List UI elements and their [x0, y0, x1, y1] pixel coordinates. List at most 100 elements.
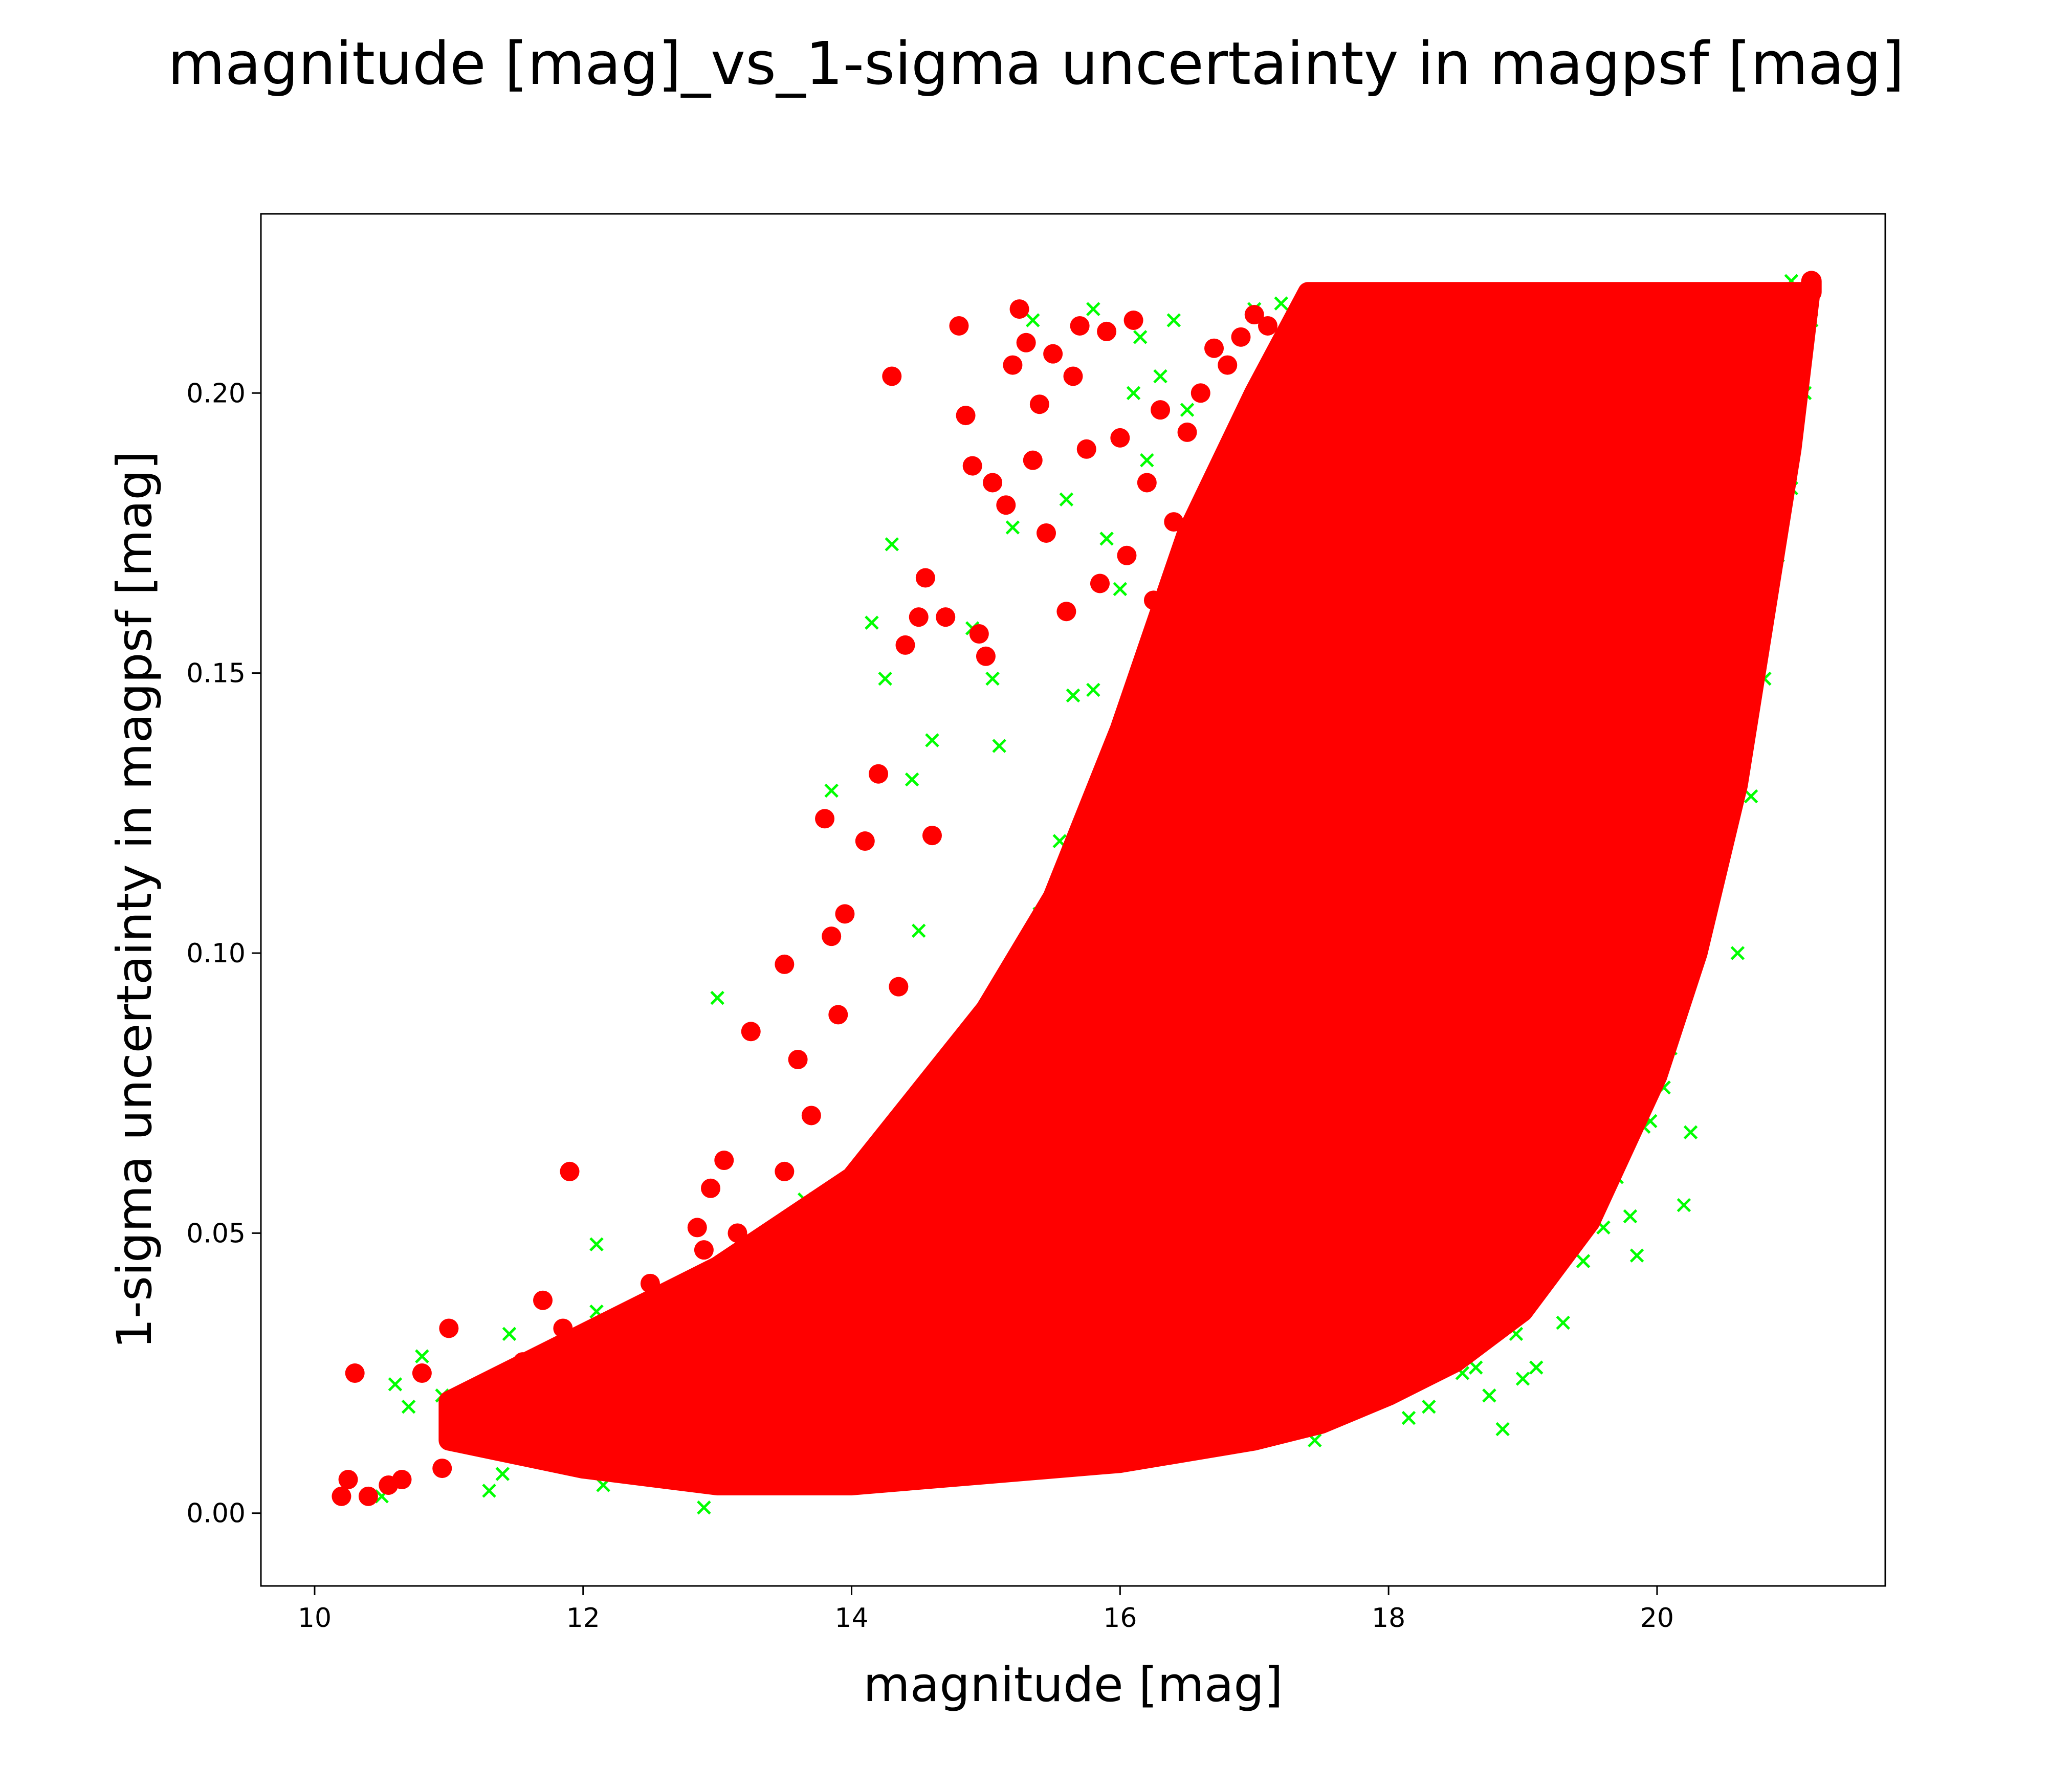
scatter-point-x — [388, 1377, 403, 1392]
scatter-point-circle — [1271, 333, 1291, 352]
y-axis: 0.00 0.05 0.10 0.15 0.20 — [186, 378, 261, 1529]
scatter-point-circle — [915, 568, 935, 588]
scatter-point-circle — [1090, 573, 1110, 593]
scatter-point-circle — [466, 1391, 486, 1411]
scatter-point-x — [878, 671, 892, 686]
scatter-point-x — [911, 923, 926, 938]
scatter-point-circle — [895, 635, 915, 655]
scatter-point-circle — [1097, 321, 1117, 341]
y-tick-label: 0.00 — [186, 1498, 246, 1529]
scatter-point-x — [1126, 386, 1141, 401]
scatter-point-x — [1274, 296, 1288, 311]
x-tick-label: 18 — [1372, 1603, 1405, 1634]
scatter-point-circle — [533, 1290, 553, 1310]
scatter-point-x — [415, 1349, 429, 1363]
scatter-point-circle — [714, 1151, 734, 1171]
scatter-point-circle — [1117, 545, 1137, 565]
scatter-point-circle — [1137, 473, 1157, 493]
scatter-point-circle — [936, 607, 956, 627]
scatter-point-circle — [694, 1240, 714, 1260]
scatter-point-x — [1482, 1388, 1496, 1403]
scatter-point-circle — [1151, 400, 1171, 420]
scatter-point-x — [1730, 946, 1745, 960]
scatter-point-x — [885, 537, 899, 551]
scatter-point-circle — [728, 1223, 747, 1243]
scatter-point-x — [1576, 1254, 1591, 1268]
scatter-point-circle — [1218, 355, 1238, 375]
scatter-point-circle — [889, 977, 909, 997]
y-axis-label: 1-sigma uncertainty in magpsf [mag] — [107, 451, 163, 1349]
scatter-point-circle — [345, 1363, 365, 1383]
scatter-point-circle — [1009, 299, 1029, 319]
scatter-point-circle — [687, 1218, 707, 1238]
scatter-point-circle — [828, 1005, 848, 1025]
scatter-point-circle — [640, 1273, 660, 1293]
scatter-point-circle — [815, 809, 835, 829]
scatter-point-circle — [1177, 422, 1197, 442]
scatter-point-circle — [1037, 523, 1056, 543]
scatter-point-circle — [1043, 344, 1063, 364]
scatter-point-circle — [1063, 366, 1083, 386]
scatter-point-circle — [882, 366, 902, 386]
scatter-point-circle — [855, 831, 875, 851]
scatter-point-x — [925, 733, 939, 747]
scatter-point-circle — [479, 1425, 499, 1445]
scatter-point-circle — [1070, 316, 1090, 336]
scatter-point-circle — [332, 1486, 351, 1506]
scatter-point-circle — [513, 1352, 533, 1372]
scatter-point-x — [865, 615, 879, 630]
x-axis-label: magnitude [mag] — [863, 1657, 1283, 1713]
scatter-point-x — [1005, 520, 1020, 535]
scatter-point-circle — [801, 1106, 821, 1126]
scatter-point-x — [1422, 1399, 1436, 1414]
scatter-point-x — [482, 1484, 496, 1498]
scatter-point-circle — [996, 495, 1016, 515]
scatter-point-circle — [741, 1022, 761, 1042]
x-tick-label: 16 — [1103, 1603, 1137, 1634]
scatter-point-circle — [822, 926, 842, 946]
scatter-point-circle — [835, 904, 855, 924]
scatter-point-x — [1495, 1422, 1510, 1437]
scatter-point-x — [1099, 532, 1114, 546]
scatter-point-x — [1113, 582, 1128, 597]
chart-title: magnitude [mag]_vs_1-sigma uncertainty i… — [167, 30, 1905, 98]
x-tick-label: 10 — [298, 1603, 332, 1634]
scatter-point-x — [824, 783, 839, 798]
scatter-point-circle — [922, 826, 942, 846]
x-tick-label: 14 — [834, 1603, 868, 1634]
y-tick-label: 0.20 — [186, 378, 246, 409]
scatter-point-circle — [439, 1318, 459, 1338]
scatter-point-x — [1677, 1198, 1691, 1212]
scatter-point-circle — [775, 1161, 795, 1181]
scatter-point-circle — [969, 624, 989, 644]
scatter-point-x — [502, 1327, 517, 1341]
scatter-point-circle — [869, 764, 889, 784]
scatter-point-circle — [1143, 590, 1163, 610]
scatter-point-circle — [1003, 355, 1023, 375]
scatter-point-circle — [432, 1459, 452, 1479]
scatter-point-x — [710, 990, 724, 1005]
scatter-point-circle — [1191, 383, 1210, 403]
scatter-point-circle — [1231, 327, 1251, 347]
scatter-point-x — [905, 772, 919, 787]
scatter-point-circle — [1056, 602, 1076, 622]
scatter-point-x — [1556, 1315, 1571, 1330]
scatter-point-x — [1683, 1125, 1698, 1140]
x-tick-label: 20 — [1640, 1603, 1674, 1634]
scatter-point-x — [1026, 313, 1040, 327]
scatter-point-circle — [1023, 450, 1043, 470]
scatter-point-circle — [1076, 439, 1096, 459]
scatter-point-x — [1153, 369, 1167, 384]
scatter-point-x — [1133, 330, 1148, 344]
scatter-point-circle — [701, 1178, 721, 1198]
scatter-point-x — [1529, 1360, 1544, 1375]
scatter-point-circle — [761, 1234, 781, 1254]
scatter-point-circle — [1164, 512, 1184, 532]
scatter-point-x — [495, 1467, 510, 1481]
scatter-point-circle — [983, 473, 1003, 493]
scatter-point-circle — [848, 1167, 868, 1187]
scatter-point-circle — [949, 316, 969, 336]
plot-frame — [260, 213, 1886, 1587]
dense-point-cloud — [438, 271, 1822, 1495]
scatter-point-x — [1066, 688, 1081, 703]
